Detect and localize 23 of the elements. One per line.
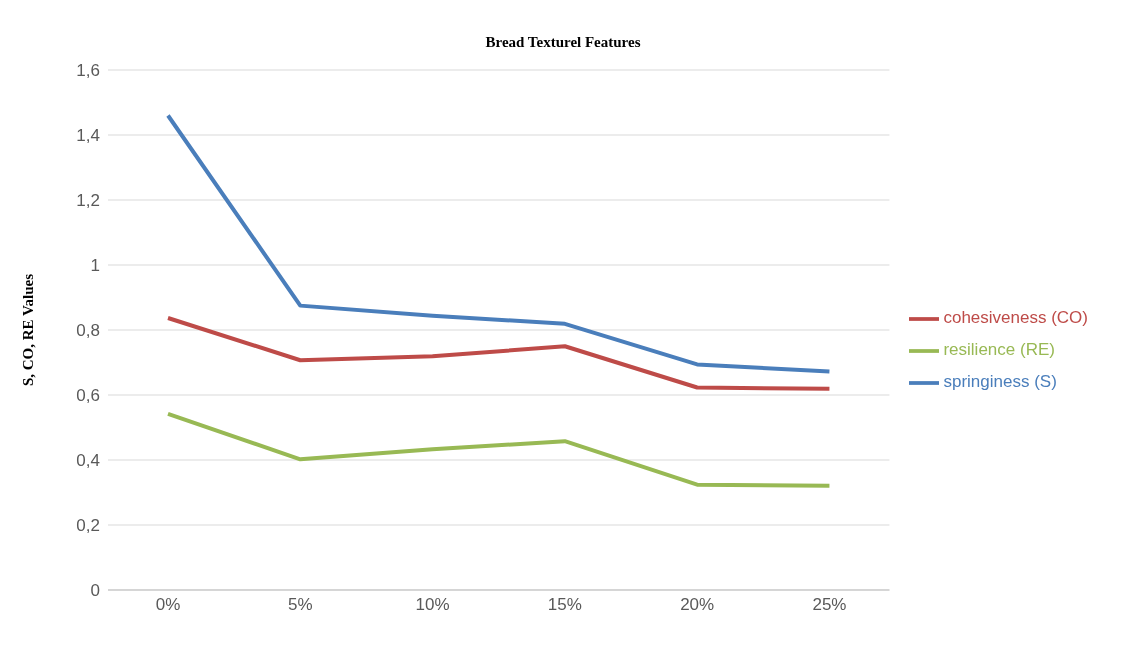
y-tick-label: 1,6: [76, 61, 100, 81]
line-series: [166, 411, 832, 488]
x-tick-label: 0%: [155, 595, 181, 615]
y-axis-title: S, CO, RE Values: [20, 273, 37, 387]
y-tick-label: 1,2: [76, 191, 100, 211]
x-tick-label: 20%: [680, 595, 715, 615]
legend-label: springiness (S): [943, 372, 1057, 391]
x-tick-label: 10%: [415, 595, 450, 615]
y-tick-label: 0,2: [76, 516, 100, 536]
chart-title: Bread Texturel Features: [484, 33, 642, 52]
y-tick-label: 0,8: [76, 321, 100, 341]
legend-label: resilience (RE): [943, 340, 1055, 359]
line-series: [166, 113, 832, 374]
x-tick-label: 25%: [812, 595, 847, 615]
y-tick-label: 0,6: [76, 386, 100, 406]
y-tick-label: 1,4: [76, 126, 100, 146]
y-tick-label: 0: [90, 581, 100, 601]
y-tick-label: 1: [90, 256, 100, 276]
legend-label: cohesiveness (CO): [943, 308, 1088, 327]
x-tick-label: 15%: [547, 595, 582, 615]
line-series: [166, 315, 832, 391]
x-tick-label: 5%: [288, 595, 313, 615]
y-tick-label: 0,4: [76, 451, 100, 471]
